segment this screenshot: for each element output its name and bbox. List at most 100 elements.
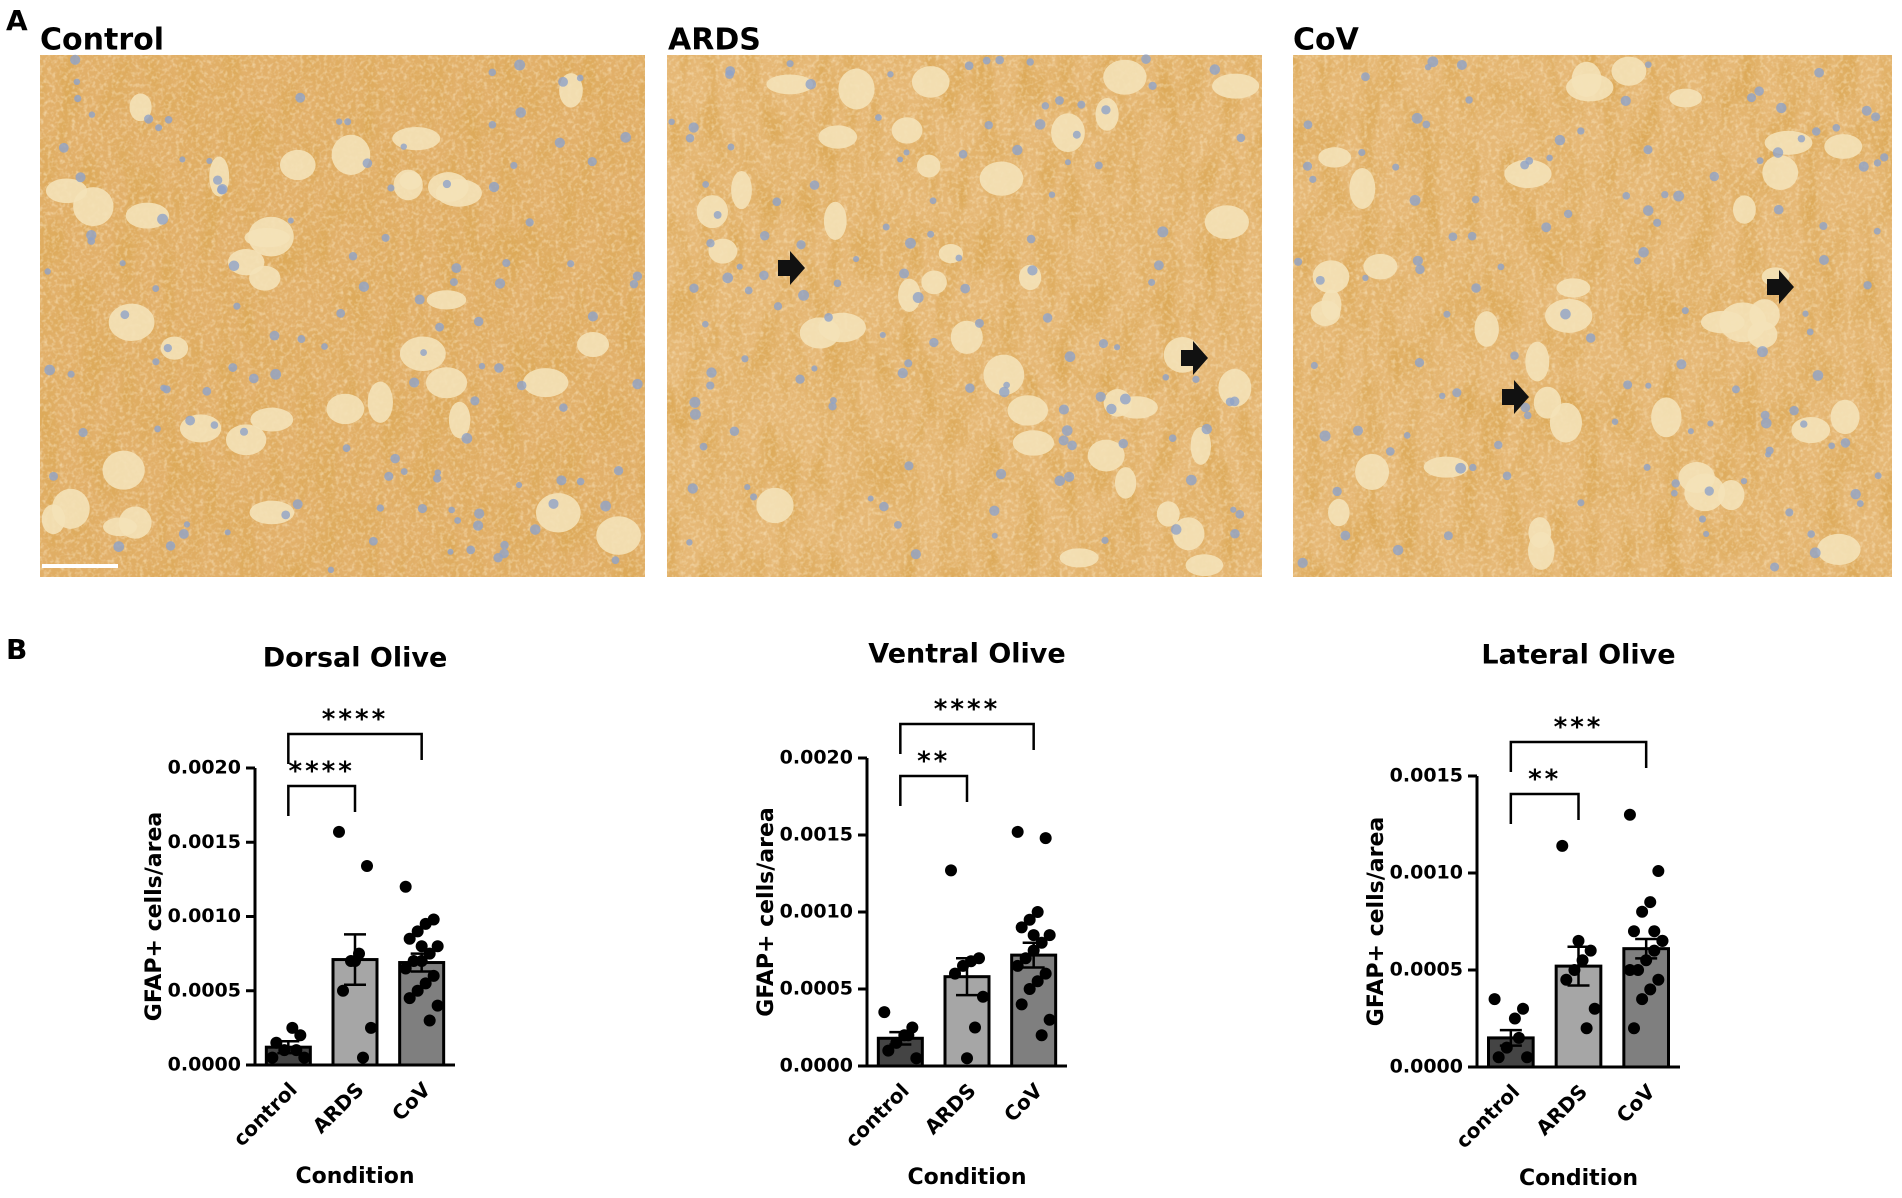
- nucleus: [587, 311, 598, 322]
- nucleus: [1012, 144, 1023, 156]
- neuron: [766, 74, 814, 95]
- nucleus: [632, 378, 643, 390]
- nucleus: [414, 294, 425, 305]
- nucleus: [904, 359, 913, 368]
- x-axis-label: Condition: [1519, 1166, 1638, 1191]
- nucleus: [744, 286, 753, 295]
- image-title: Control: [40, 23, 164, 58]
- nucleus: [185, 415, 196, 426]
- data-point: [1517, 1002, 1530, 1015]
- nucleus: [1041, 102, 1050, 110]
- data-point: [1500, 1041, 1513, 1054]
- nucleus: [1785, 508, 1794, 517]
- nucleus: [912, 292, 924, 303]
- nucleus: [999, 386, 1010, 398]
- nucleus: [965, 383, 975, 393]
- neuron: [1669, 88, 1703, 108]
- nucleus: [689, 408, 701, 420]
- nucleus: [1114, 344, 1121, 351]
- nucleus: [1106, 403, 1117, 415]
- nucleus: [435, 322, 444, 332]
- neuron: [1824, 134, 1863, 159]
- data-point: [399, 962, 412, 975]
- nucleus: [1340, 530, 1351, 541]
- chart-title: Dorsal Olive: [263, 643, 448, 674]
- nucleus: [1756, 157, 1764, 165]
- nucleus: [449, 278, 458, 287]
- nucleus: [1058, 404, 1070, 415]
- nucleus: [828, 402, 837, 411]
- nucleus: [1806, 328, 1814, 336]
- nucleus: [796, 240, 806, 250]
- nucleus: [989, 505, 1000, 516]
- nucleus: [1746, 93, 1757, 103]
- data-point: [1576, 954, 1589, 967]
- nucleus: [451, 263, 462, 274]
- data-point: [1648, 944, 1661, 957]
- nucleus: [1653, 218, 1662, 227]
- nucleus: [1681, 307, 1689, 315]
- significance-label: ***: [1554, 713, 1604, 743]
- nucleus: [829, 396, 837, 404]
- nucleus: [811, 365, 818, 372]
- significance-label: ****: [288, 757, 354, 787]
- nucleus: [1643, 463, 1651, 471]
- nucleus: [1392, 544, 1404, 556]
- data-point: [270, 1036, 283, 1049]
- y-tick-label: 0.0010: [780, 901, 853, 923]
- data-point: [882, 1044, 895, 1057]
- nucleus: [454, 517, 462, 524]
- y-tick-label: 0.0015: [1390, 765, 1463, 787]
- nucleus: [713, 210, 722, 219]
- nucleus: [904, 461, 914, 471]
- nucleus: [1209, 64, 1221, 75]
- nucleus: [686, 539, 693, 546]
- neuron: [102, 450, 145, 490]
- nucleus: [1704, 486, 1714, 496]
- neuron: [823, 201, 847, 240]
- nucleus: [70, 54, 81, 65]
- neuron: [1830, 399, 1860, 435]
- nucleus: [867, 495, 874, 502]
- nucleus: [525, 218, 534, 227]
- data-point: [357, 1051, 369, 1064]
- data-point: [1636, 905, 1649, 918]
- nucleus: [1812, 370, 1824, 381]
- image-title: CoV: [1293, 23, 1360, 58]
- nucleus: [1502, 471, 1512, 481]
- nucleus: [1361, 72, 1370, 82]
- nucleus: [1101, 105, 1111, 115]
- nucleus: [217, 185, 227, 195]
- nucleus: [86, 229, 97, 241]
- nucleus: [1153, 260, 1164, 271]
- nucleus: [1850, 488, 1861, 500]
- nucleus: [995, 468, 1007, 480]
- nucleus: [750, 493, 758, 501]
- nucleus: [1874, 472, 1882, 480]
- nucleus: [179, 156, 186, 163]
- nucleus: [206, 157, 213, 164]
- nucleus: [1168, 434, 1177, 443]
- neuron: [399, 171, 422, 190]
- nucleus: [744, 484, 751, 491]
- data-point: [1035, 936, 1048, 949]
- data-point: [1623, 808, 1636, 821]
- data-point: [349, 955, 361, 968]
- neuron: [108, 303, 155, 342]
- neuron: [1651, 397, 1682, 438]
- neuron: [535, 493, 581, 533]
- nucleus: [897, 368, 908, 379]
- nucleus: [152, 285, 160, 293]
- nucleus: [929, 197, 937, 205]
- data-point: [1015, 921, 1028, 934]
- neuron: [1059, 548, 1099, 568]
- nucleus: [1192, 375, 1200, 383]
- arrow: [1181, 341, 1208, 375]
- nucleus: [1622, 192, 1631, 200]
- nucleus: [1645, 382, 1652, 389]
- nucleus: [1765, 451, 1772, 458]
- neuron: [331, 134, 371, 175]
- nucleus: [899, 268, 910, 279]
- y-tick-label: 0.0005: [780, 978, 853, 1000]
- nucleus: [1797, 134, 1806, 143]
